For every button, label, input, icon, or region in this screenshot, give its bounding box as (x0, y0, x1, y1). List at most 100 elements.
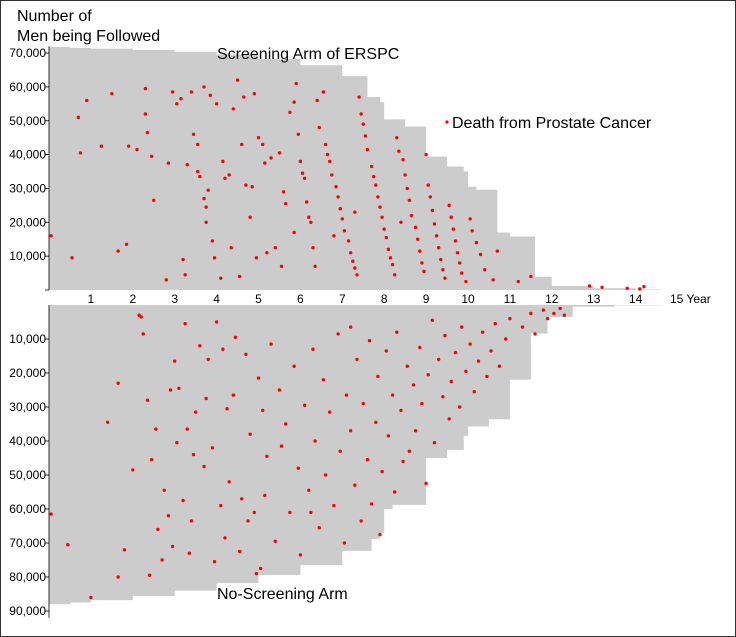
death-point-no-screening (353, 483, 357, 487)
death-point-screening (191, 132, 196, 136)
x-tick-label: 1 (88, 292, 95, 306)
death-point-no-screening (89, 595, 93, 600)
death-point-no-screening (185, 427, 189, 431)
death-point-no-screening (529, 311, 533, 316)
death-point-no-screening (558, 306, 562, 311)
death-point-no-screening (449, 379, 453, 384)
death-point-screening (323, 142, 328, 147)
death-point-no-screening (395, 330, 399, 334)
death-point-screening (401, 157, 405, 162)
death-point-screening (376, 195, 380, 199)
death-point-no-screening (233, 335, 238, 339)
death-point-screening (281, 190, 286, 194)
y-tick-label-top: 20,000 (9, 215, 46, 229)
death-point-screening (183, 273, 187, 277)
death-point-screening (330, 173, 334, 177)
death-point-no-screening (105, 420, 110, 424)
death-point-screening (242, 95, 246, 99)
death-point-no-screening (365, 458, 370, 462)
death-point-screening (231, 107, 236, 111)
death-point-no-screening (202, 464, 206, 469)
death-point-screening (357, 95, 361, 99)
death-point-screening (70, 256, 74, 260)
death-point-no-screening (384, 349, 388, 353)
death-point-no-screening (147, 573, 152, 577)
death-point-screening (76, 115, 81, 120)
death-point-screening (420, 261, 424, 265)
death-point-no-screening (399, 408, 403, 413)
death-point-screening (166, 161, 171, 165)
death-point-no-screening (348, 429, 353, 433)
death-point-screening (181, 257, 185, 262)
death-point-no-screening (263, 493, 267, 498)
death-point-screening (223, 176, 227, 180)
x-tick-label: 11 (504, 292, 517, 306)
death-point-screening (432, 222, 437, 226)
death-point-screening (252, 91, 257, 96)
axis-layer: 10,000 20,000 30,000 40,000 50,000 60,000 70,0… (9, 46, 642, 618)
death-point-screening (332, 234, 336, 238)
screening-arm-area (49, 46, 661, 290)
death-point-no-screening (231, 393, 236, 397)
death-point-no-screening (122, 548, 127, 552)
death-point-no-screening (227, 480, 231, 484)
death-point-no-screening (131, 468, 135, 472)
death-point-no-screening (252, 510, 257, 515)
death-point-screening (204, 220, 208, 224)
death-point-screening (355, 273, 359, 277)
y-tick-label-bottom: 20,000 (9, 366, 46, 380)
death-point-no-screening (116, 575, 120, 579)
death-point-screening (363, 134, 368, 138)
y-tick-label-top: 40,000 (9, 148, 46, 162)
death-point-screening (202, 85, 206, 89)
death-point-screening (256, 135, 261, 140)
death-point-screening (179, 97, 183, 101)
death-point-no-screening (392, 490, 397, 494)
death-point-screening (269, 156, 273, 160)
death-point-no-screening (480, 330, 485, 334)
death-point-screening (374, 183, 378, 187)
y-axis-label-line1: Number of (17, 8, 92, 25)
death-point-screening (625, 286, 629, 291)
death-point-no-screening (223, 536, 227, 540)
death-point-screening (397, 149, 401, 153)
death-point-screening (304, 200, 309, 204)
bottom-panel-title: No-Screening Arm (217, 586, 348, 603)
death-point-no-screening (189, 519, 194, 523)
death-point-no-screening (219, 503, 223, 508)
death-point-no-screening (520, 325, 525, 329)
death-point-no-screening (411, 383, 416, 387)
death-point-screening (340, 217, 344, 221)
x-tick-label: 9 (423, 292, 430, 306)
death-point-screening (85, 98, 89, 103)
y-tick-label-bottom: 60,000 (9, 502, 46, 516)
death-point-screening (386, 247, 391, 252)
death-point-no-screening (457, 405, 462, 409)
death-point-no-screening (206, 357, 210, 362)
x-tick-label: 13 (587, 292, 601, 306)
death-point-screening (382, 227, 386, 231)
death-point-no-screening (162, 488, 166, 492)
death-point-no-screening (552, 311, 556, 316)
death-point-screening (434, 234, 439, 238)
death-point-no-screening (504, 337, 508, 341)
death-point-screening (407, 198, 412, 202)
death-point-screening (336, 195, 340, 199)
death-point-no-screening (145, 398, 150, 402)
death-point-screening (346, 239, 351, 243)
death-point-no-screening (248, 432, 252, 436)
death-point-screening (277, 151, 282, 155)
death-point-screening (328, 159, 332, 164)
x-tick-label: 12 (545, 292, 559, 306)
death-point-no-screening (361, 401, 365, 406)
death-point-screening (265, 251, 269, 255)
y-tick-label-top: 30,000 (9, 181, 46, 195)
death-point-screening (244, 183, 248, 187)
death-point-no-screening (453, 350, 458, 355)
death-point-no-screening (426, 373, 430, 377)
death-point-no-screening (302, 403, 307, 407)
death-point-screening (439, 257, 443, 262)
y-tick-label-bottom: 50,000 (9, 468, 46, 482)
death-point-no-screening (390, 393, 395, 397)
death-point-no-screening (277, 388, 282, 392)
